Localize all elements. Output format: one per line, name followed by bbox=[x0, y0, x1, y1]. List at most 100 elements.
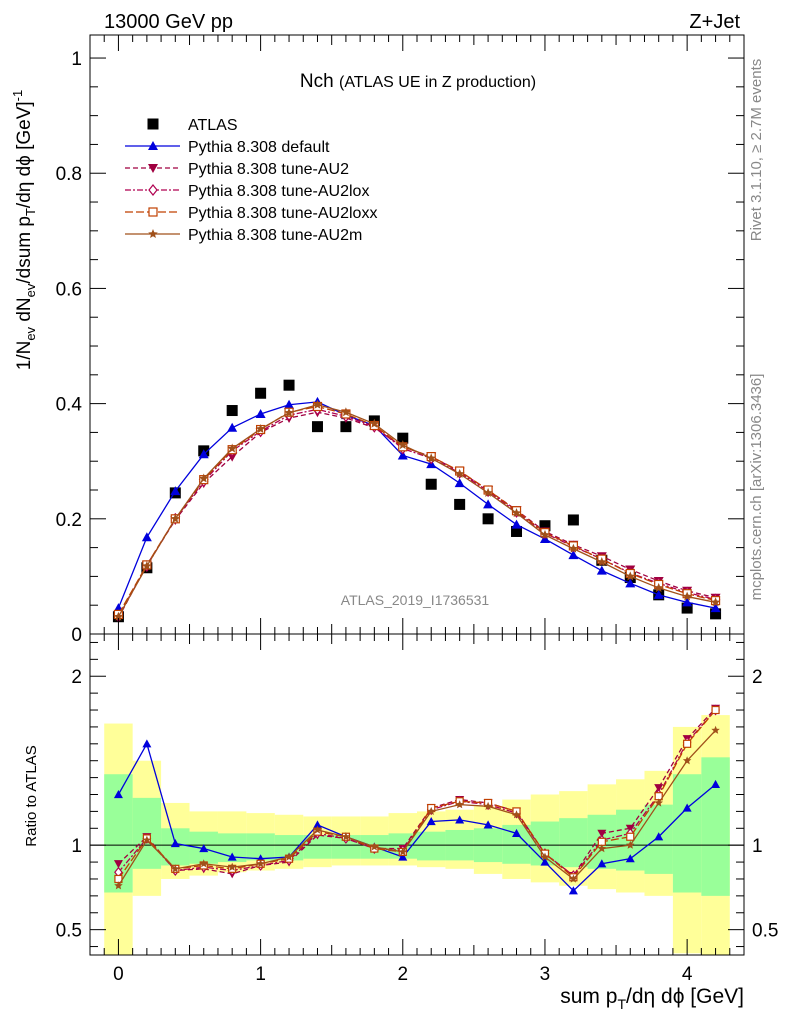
ratio-point bbox=[597, 859, 607, 868]
mc-point bbox=[141, 532, 152, 542]
mc-point bbox=[568, 550, 579, 560]
main-series-line bbox=[117, 408, 716, 616]
mc-point bbox=[682, 591, 692, 601]
main-series-line bbox=[117, 405, 716, 615]
plot-title: Nch (ATLAS UE in Z production) bbox=[300, 71, 536, 92]
analysis-id: ATLAS_2019_I1736531 bbox=[341, 592, 490, 608]
mc-point bbox=[255, 424, 266, 433]
x-axis-title: sum pT/dη dϕ [GeV] bbox=[560, 985, 744, 1012]
data-point bbox=[425, 478, 437, 490]
ratio-point bbox=[569, 874, 578, 883]
mc-point bbox=[511, 519, 522, 529]
ratio-series-line bbox=[117, 729, 717, 887]
mc-point bbox=[284, 407, 294, 417]
ratio-point bbox=[540, 857, 550, 866]
ratio-point bbox=[512, 828, 522, 837]
mc-point bbox=[170, 486, 181, 496]
mc-point bbox=[454, 468, 465, 478]
y-tick-label: 0.4 bbox=[56, 395, 83, 416]
ratio-point bbox=[313, 825, 322, 834]
ratio-y-tick-label: 1 bbox=[71, 836, 82, 857]
ratio-point bbox=[398, 852, 408, 861]
legend-label: Pythia 8.308 tune-AU2m bbox=[188, 227, 362, 244]
ratio-point bbox=[426, 817, 436, 826]
ratio-point bbox=[683, 739, 692, 748]
ratio-point bbox=[512, 810, 521, 819]
mc-point bbox=[568, 543, 579, 553]
mc-point bbox=[653, 589, 664, 599]
ratio-point bbox=[114, 881, 123, 890]
plot-title-main: Nch bbox=[300, 71, 334, 92]
mc-point bbox=[426, 453, 436, 463]
ratio-point bbox=[682, 756, 692, 765]
green-band-bin bbox=[672, 774, 702, 893]
rivet-label: Rivet 3.1.10, ≥ 2.7M events bbox=[748, 59, 765, 242]
main-y-axis-title: 1/Nev dNev/dsum pT/dη dϕ [GeV]-1 bbox=[10, 90, 38, 371]
ratio-point bbox=[227, 852, 237, 861]
mc-point bbox=[710, 597, 721, 607]
x-tick-label: 0 bbox=[113, 964, 124, 985]
mc-point bbox=[227, 452, 238, 462]
mc-point bbox=[369, 418, 380, 428]
y-tick-label: 0.8 bbox=[56, 164, 82, 185]
mc-point bbox=[113, 611, 124, 621]
ratio-point bbox=[597, 829, 607, 838]
ratio-series-group bbox=[113, 704, 721, 895]
ratio-point bbox=[170, 838, 180, 848]
ratio-point bbox=[540, 852, 550, 861]
data-point bbox=[511, 525, 523, 537]
mc-point bbox=[625, 578, 636, 588]
energy-label: 13000 GeV pp bbox=[104, 11, 233, 33]
legend-marker bbox=[148, 184, 158, 196]
ratio-axes: 0 1 2 3 4 0.5 0.5 1 1 2 2 bbox=[56, 634, 778, 985]
ratio-point bbox=[398, 847, 408, 856]
ratio-point bbox=[455, 800, 464, 809]
ratio-series-line bbox=[117, 742, 716, 892]
data-point bbox=[226, 405, 238, 417]
legend-label: Pythia 8.308 tune-AU2lox bbox=[188, 183, 369, 200]
ratio-point bbox=[625, 854, 635, 863]
green-band-bin bbox=[559, 818, 588, 868]
main-series-line bbox=[117, 411, 716, 619]
data-point bbox=[454, 498, 466, 510]
ratio-point bbox=[142, 835, 152, 844]
ratio-point bbox=[455, 815, 465, 824]
ratio-point bbox=[654, 798, 663, 807]
ratio-y-tick-label-right: 0.5 bbox=[752, 921, 778, 942]
data-point bbox=[283, 379, 295, 391]
ratio-point bbox=[426, 806, 436, 815]
legend-label: Pythia 8.308 tune-AU2loxx bbox=[188, 205, 377, 222]
mc-point bbox=[625, 571, 635, 581]
data-point bbox=[567, 514, 579, 526]
mc-point bbox=[710, 603, 721, 613]
mc-point bbox=[596, 565, 607, 575]
mc-point bbox=[227, 422, 238, 432]
ratio-point bbox=[626, 832, 635, 841]
ratio-point bbox=[341, 832, 351, 841]
ratio-point bbox=[654, 832, 664, 841]
x-tick-label: 4 bbox=[682, 964, 693, 985]
process-label: Z+Jet bbox=[689, 11, 740, 33]
data-point bbox=[255, 387, 267, 399]
y-tick-label: 0 bbox=[71, 625, 82, 646]
mc-point bbox=[653, 582, 664, 592]
ratio-y-tick-label-right: 2 bbox=[752, 667, 763, 688]
plot-title-sub: (ATLAS UE in Z production) bbox=[339, 74, 536, 91]
green-band-bin bbox=[417, 831, 446, 861]
ratio-point bbox=[483, 801, 493, 810]
data-point bbox=[681, 602, 693, 614]
mc-point bbox=[341, 407, 351, 417]
data-point bbox=[340, 421, 352, 433]
x-tick-label: 1 bbox=[255, 964, 266, 985]
mc-point bbox=[227, 443, 237, 453]
y-tick-label: 0.6 bbox=[56, 279, 82, 300]
green-band-bin bbox=[701, 757, 730, 896]
mc-point bbox=[284, 399, 295, 409]
data-point bbox=[311, 421, 323, 433]
data-point bbox=[710, 608, 722, 620]
mcplots-label: mcplots.cern.ch [arXiv:1306.3436] bbox=[748, 374, 765, 601]
y-tick-label: 0.2 bbox=[56, 510, 82, 531]
mc-point bbox=[397, 450, 408, 460]
legend: ATLAS Pythia 8.308 default Pythia 8.308 tu… bbox=[125, 117, 377, 244]
